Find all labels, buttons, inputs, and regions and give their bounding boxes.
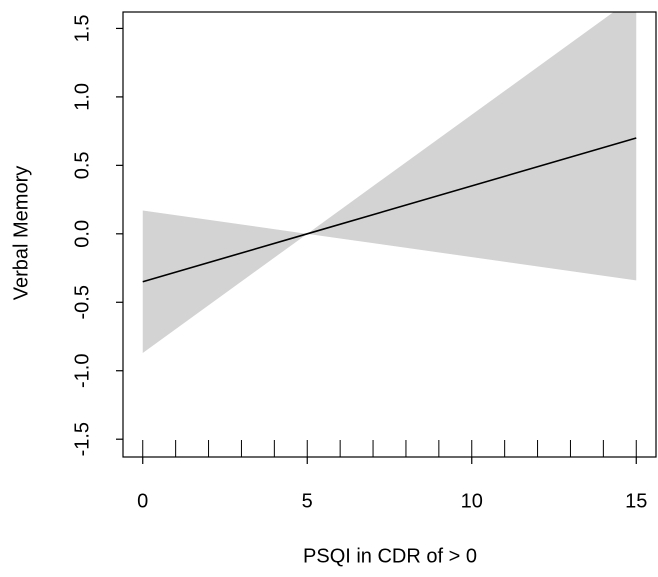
y-tick-label: -0.5 <box>71 285 93 319</box>
y-tick-label: -1.0 <box>71 354 93 388</box>
y-tick-label: -1.5 <box>71 422 93 456</box>
x-tick-label: 5 <box>302 490 313 512</box>
confidence-band <box>142 12 637 353</box>
y-tick-label: 0.5 <box>71 151 93 179</box>
y-tick-label: 0.0 <box>71 220 93 248</box>
y-tick-label: 1.0 <box>71 83 93 111</box>
y-tick-label: 1.5 <box>71 15 93 43</box>
x-tick-label: 15 <box>625 490 647 512</box>
plot-frame <box>122 11 657 458</box>
fit-line <box>142 137 637 283</box>
plot-area <box>142 12 637 457</box>
x-tick-label: 0 <box>137 490 148 512</box>
x-tick-label: 10 <box>461 490 483 512</box>
x-axis-label: PSQI in CDR of > 0 <box>303 545 477 567</box>
y-axis-label: Verbal Memory <box>10 166 32 301</box>
